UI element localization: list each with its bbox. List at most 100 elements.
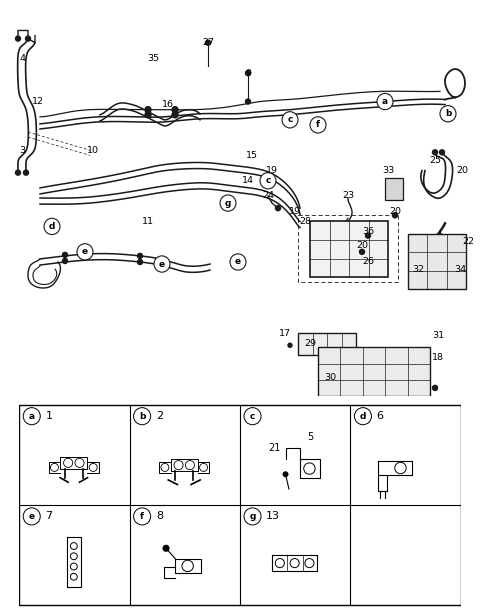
Circle shape [133, 508, 151, 525]
Text: 13: 13 [266, 511, 280, 521]
Text: 20: 20 [356, 241, 368, 251]
Text: 5: 5 [307, 432, 314, 441]
Circle shape [304, 463, 315, 474]
Circle shape [145, 112, 151, 118]
Circle shape [137, 260, 143, 265]
Circle shape [393, 212, 397, 218]
Circle shape [282, 112, 298, 128]
Circle shape [260, 173, 276, 189]
Text: 27: 27 [202, 38, 214, 47]
Circle shape [276, 206, 280, 211]
Circle shape [360, 249, 364, 254]
Circle shape [77, 244, 93, 260]
Text: 31: 31 [432, 330, 444, 340]
Circle shape [161, 464, 169, 472]
Circle shape [89, 464, 97, 472]
Circle shape [172, 107, 178, 113]
Circle shape [432, 386, 437, 391]
Circle shape [245, 71, 251, 76]
Text: 19: 19 [289, 207, 301, 216]
Text: 28: 28 [299, 217, 311, 226]
Text: 25: 25 [429, 156, 441, 165]
Text: 24: 24 [262, 192, 274, 201]
Circle shape [15, 36, 21, 41]
Circle shape [432, 150, 437, 155]
Text: f: f [316, 120, 320, 130]
Text: 4: 4 [19, 55, 25, 63]
Text: e: e [235, 257, 241, 266]
Text: 29: 29 [304, 339, 316, 348]
Text: 18: 18 [432, 353, 444, 362]
Text: 1: 1 [46, 411, 52, 421]
Text: 26: 26 [362, 257, 374, 266]
Circle shape [174, 460, 183, 470]
Circle shape [137, 254, 143, 258]
Circle shape [163, 545, 169, 551]
Text: 15: 15 [246, 151, 258, 160]
Circle shape [25, 36, 31, 41]
Circle shape [305, 559, 314, 568]
Circle shape [205, 40, 211, 45]
Text: b: b [445, 109, 451, 119]
Circle shape [50, 464, 59, 472]
Text: e: e [159, 260, 165, 268]
Circle shape [133, 408, 151, 425]
Circle shape [220, 195, 236, 211]
Circle shape [71, 543, 77, 550]
Circle shape [354, 408, 372, 425]
Text: 35: 35 [147, 55, 159, 63]
Circle shape [244, 408, 261, 425]
Circle shape [200, 464, 207, 472]
Text: 12: 12 [32, 97, 44, 106]
Circle shape [71, 563, 77, 570]
Text: 7: 7 [46, 511, 52, 521]
Text: 6: 6 [377, 411, 384, 421]
Text: 2: 2 [156, 411, 163, 421]
Circle shape [23, 508, 40, 525]
Text: c: c [288, 115, 293, 124]
Text: 14: 14 [242, 176, 254, 185]
Text: 17: 17 [279, 328, 291, 338]
Bar [408, 233, 466, 289]
Text: d: d [360, 411, 366, 421]
Text: 23: 23 [342, 192, 354, 201]
Circle shape [154, 256, 170, 272]
Text: c: c [250, 411, 255, 421]
Text: b: b [139, 411, 145, 421]
Text: a: a [382, 97, 388, 106]
Circle shape [75, 458, 84, 467]
Text: 3: 3 [19, 146, 25, 155]
Circle shape [182, 560, 193, 572]
Text: 20: 20 [456, 166, 468, 175]
Circle shape [71, 553, 77, 560]
Text: 22: 22 [462, 237, 474, 246]
Circle shape [365, 233, 371, 238]
Circle shape [62, 258, 68, 263]
Circle shape [15, 170, 21, 175]
Circle shape [62, 252, 68, 257]
Circle shape [290, 559, 299, 568]
Text: 20: 20 [389, 207, 401, 216]
Text: e: e [82, 247, 88, 256]
Text: 11: 11 [142, 217, 154, 226]
Circle shape [276, 559, 284, 568]
Bar [298, 333, 356, 356]
Text: 30: 30 [324, 373, 336, 383]
Text: 10: 10 [87, 146, 99, 155]
Circle shape [244, 508, 261, 525]
Text: f: f [140, 512, 144, 521]
Circle shape [145, 107, 151, 113]
Text: g: g [249, 512, 256, 521]
Text: 16: 16 [162, 100, 174, 109]
Text: e: e [29, 512, 35, 521]
Circle shape [24, 170, 28, 175]
Circle shape [71, 573, 77, 580]
Circle shape [172, 112, 178, 118]
Circle shape [245, 99, 251, 104]
Circle shape [185, 460, 194, 470]
Text: d: d [49, 222, 55, 231]
Circle shape [63, 458, 72, 467]
Bar [385, 177, 403, 200]
Text: 34: 34 [454, 265, 466, 274]
Text: 19: 19 [266, 166, 278, 175]
